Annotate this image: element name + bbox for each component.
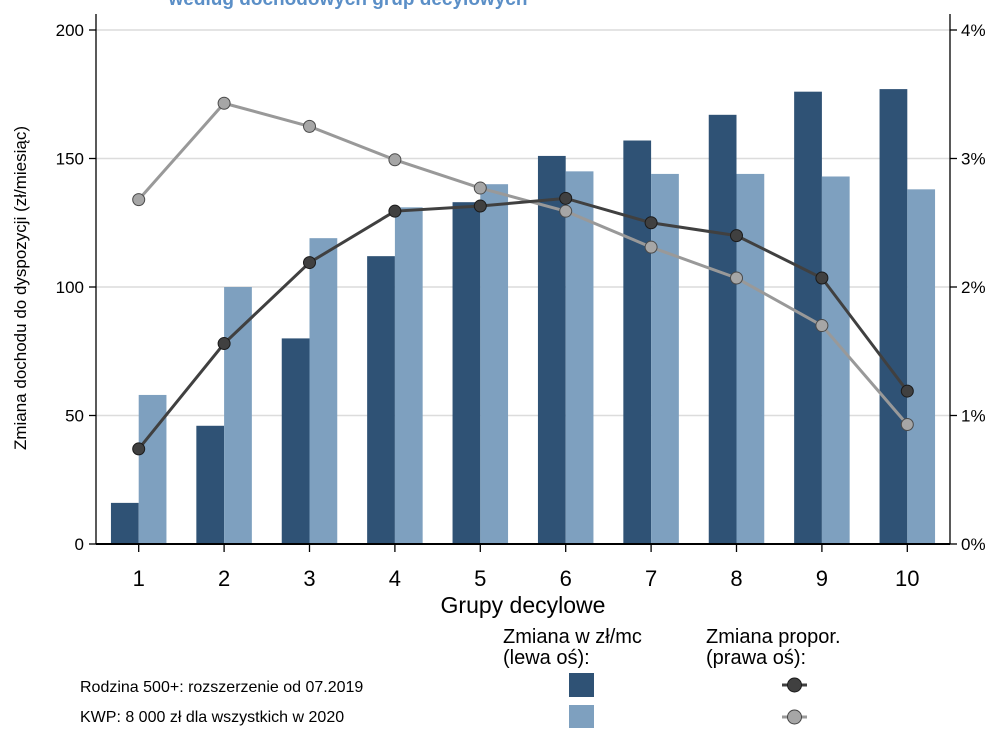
- bar-rodzina-7: [623, 140, 652, 544]
- point-rodzina-8: [730, 229, 743, 243]
- bar-rodzina-6: [537, 155, 566, 544]
- line-rodzina: [137, 196, 909, 450]
- point-rodzina-1: [132, 442, 146, 456]
- bar-kwp-7: [651, 173, 679, 545]
- bar-kwp-8: [736, 173, 765, 545]
- chart-title: według dochodowych grup decylowych: [168, 0, 528, 10]
- point-rodzina-7: [644, 216, 658, 230]
- x-tick-label-8: 8: [730, 566, 742, 591]
- bar-rodzina-4: [367, 256, 395, 544]
- bar-kwp-1: [138, 394, 167, 544]
- bar-rodzina-5: [452, 202, 481, 544]
- bar-kwp-5: [480, 184, 509, 544]
- left-tick-label-150: 150: [56, 150, 84, 169]
- point-rodzina-9: [815, 271, 829, 285]
- right-tick-label-4pct: 4%: [961, 21, 986, 40]
- x-tick-label-1: 1: [133, 566, 145, 591]
- bar-kwp-10: [907, 189, 936, 544]
- right-tick-label-3pct: 3%: [961, 150, 986, 169]
- point-rodzina-3: [303, 256, 316, 270]
- bar-kwp-9: [821, 176, 850, 545]
- legend: Zmiana w zł/mc (lewa oś): Zmiana propor.…: [80, 626, 841, 728]
- bar-rodzina-1: [110, 502, 139, 544]
- point-kwp-1: [132, 193, 146, 207]
- bar-rodzina-2: [196, 425, 225, 544]
- legend-swatch-rodzina-bar: [569, 673, 594, 697]
- point-kwp-4: [388, 153, 402, 167]
- point-rodzina-10: [900, 384, 914, 398]
- axes: 0 50 100 150 200 0% 1% 2% 3% 4% 1 2 3 4 5 6 7 8 9 10: [56, 14, 986, 591]
- point-rodzina-4: [388, 204, 402, 218]
- legend-col2-head-line1: Zmiana propor.: [706, 626, 841, 648]
- left-tick-label-200: 200: [56, 21, 84, 40]
- x-tick-label-2: 2: [218, 566, 230, 591]
- legend-col1-head-line1: Zmiana w zł/mc: [503, 626, 642, 648]
- point-kwp-5: [473, 181, 487, 195]
- x-tick-label-3: 3: [303, 566, 315, 591]
- left-tick-label-0: 0: [75, 535, 84, 554]
- x-tick-label-6: 6: [560, 566, 572, 591]
- legend-row-2-label: KWP: 8 000 zł dla wszystkich w 2020: [80, 709, 344, 726]
- x-tick-label-4: 4: [389, 566, 401, 591]
- bar-kwp-3: [309, 238, 338, 545]
- bar-rodzina-3: [281, 338, 310, 544]
- bars: [110, 89, 936, 545]
- bar-kwp-4: [394, 207, 423, 544]
- x-tick-label-10: 10: [895, 566, 919, 591]
- right-tick-label-2pct: 2%: [961, 278, 986, 297]
- legend-swatch-kwp-bar: [569, 705, 594, 728]
- point-kwp-8: [730, 271, 743, 285]
- x-tick-label-5: 5: [474, 566, 486, 591]
- x-axis-title: Grupy decylowe: [441, 592, 606, 618]
- left-tick-label-100: 100: [56, 278, 84, 297]
- legend-swatch-rodzina-marker: [787, 677, 802, 693]
- x-tick-label-7: 7: [645, 566, 657, 591]
- line-kwp: [137, 101, 909, 426]
- right-tick-label-0pct: 0%: [961, 535, 986, 554]
- point-kwp-9: [815, 319, 829, 333]
- legend-col2-head-line2: (prawa oś):: [706, 647, 806, 669]
- legend-row-1-label: Rodzina 500+: rozszerzenie od 07.2019: [80, 679, 363, 696]
- bar-kwp-2: [224, 287, 252, 544]
- point-kwp-7: [644, 240, 658, 254]
- point-rodzina-2: [217, 337, 231, 351]
- point-kwp-3: [303, 119, 316, 133]
- legend-col1-head-line2: (lewa oś):: [503, 647, 590, 669]
- right-tick-label-1pct: 1%: [961, 407, 986, 426]
- lines: [132, 96, 914, 456]
- point-rodzina-5: [473, 199, 487, 213]
- legend-swatch-kwp-marker: [787, 709, 802, 725]
- point-rodzina-6: [559, 191, 573, 205]
- left-tick-label-50: 50: [65, 407, 84, 426]
- x-tick-label-9: 9: [816, 566, 828, 591]
- point-kwp-6: [559, 204, 573, 218]
- point-kwp-2: [217, 96, 231, 110]
- point-kwp-10: [900, 417, 914, 431]
- bar-kwp-6: [565, 171, 594, 544]
- bar-rodzina-8: [708, 114, 737, 544]
- y-axis-title: Zmiana dochodu do dyspozycji (zł/miesiąc…: [11, 126, 30, 450]
- bar-rodzina-10: [879, 89, 908, 545]
